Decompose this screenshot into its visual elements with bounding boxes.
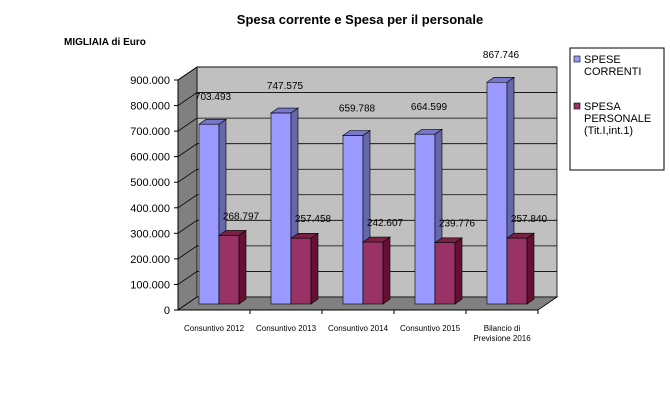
x-tick-label: Consuntivo 2012 — [184, 324, 245, 333]
bar — [434, 242, 456, 305]
y-tick-label: 600.000 — [130, 152, 170, 164]
bar-top — [290, 233, 319, 239]
chart-title: Spesa corrente e Spesa per il personale — [237, 12, 483, 27]
data-label: 703.493 — [195, 92, 232, 103]
data-label: 257.840 — [511, 214, 548, 225]
bar-top — [434, 237, 463, 244]
bar — [414, 133, 436, 305]
y-tick-label: 900.000 — [130, 75, 170, 87]
bar — [506, 237, 528, 305]
bar-side — [238, 229, 247, 305]
data-label: 747.575 — [267, 81, 304, 92]
legend-label: (Tit.I,int.1) — [584, 125, 633, 137]
bar-top — [414, 128, 443, 135]
data-label: 867.746 — [483, 50, 520, 61]
bar — [270, 112, 292, 305]
x-tick-label: Consuntivo 2013 — [256, 324, 317, 333]
bar-top — [198, 119, 227, 125]
legend-label: PERSONALE — [584, 113, 651, 125]
bar-top — [270, 107, 299, 114]
bar — [342, 135, 364, 305]
legend-box — [569, 47, 665, 171]
legend-label: SPESA — [584, 101, 621, 113]
data-label: 268.797 — [223, 211, 260, 222]
legend-label: CORRENTI — [584, 66, 641, 78]
data-label: 239.776 — [439, 219, 476, 230]
bar-top — [218, 230, 247, 236]
bar — [362, 241, 384, 305]
y-tick-label: 300.000 — [130, 228, 170, 240]
bar-side — [310, 232, 319, 305]
bar — [218, 235, 240, 305]
bar-top — [362, 236, 391, 243]
y-axis-label: MIGLIAIA di Euro — [64, 37, 146, 48]
legend-label: SPESE — [584, 54, 621, 66]
y-tick-label: 800.000 — [130, 101, 170, 113]
bar — [486, 81, 508, 305]
gridline — [177, 92, 557, 106]
bar-side — [526, 232, 535, 305]
x-tick-label: Consuntivo 2015 — [400, 324, 461, 333]
data-label: 257.458 — [295, 214, 332, 225]
y-tick-label: 400.000 — [130, 203, 170, 215]
bar — [198, 123, 220, 305]
y-tick-label: 100.000 — [130, 279, 170, 291]
y-tick-label: 500.000 — [130, 177, 170, 189]
x-tick-label: Consuntivo 2014 — [328, 324, 389, 333]
x-tick-label: Bilancio di — [484, 324, 521, 333]
data-label: 659.788 — [339, 103, 376, 114]
y-tick-label: 700.000 — [130, 126, 170, 138]
gridline — [177, 66, 557, 81]
legend-swatch — [573, 102, 581, 110]
bar-top — [486, 77, 515, 83]
y-tick-label: 200.000 — [130, 254, 170, 266]
gridline — [177, 117, 557, 132]
legend-swatch — [573, 55, 581, 63]
bar-side — [382, 236, 391, 305]
bar-top — [506, 232, 535, 239]
y-tick-label: 0 — [164, 305, 170, 317]
bar — [290, 237, 312, 305]
data-label: 664.599 — [411, 102, 448, 113]
bar-side — [454, 237, 463, 305]
data-label: 242.607 — [367, 218, 404, 229]
bar-top — [342, 130, 371, 136]
x-tick-label: Previsione 2016 — [473, 334, 531, 343]
